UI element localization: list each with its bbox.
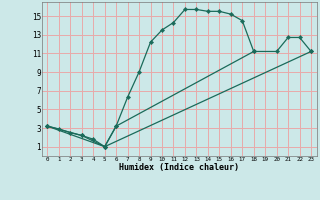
X-axis label: Humidex (Indice chaleur): Humidex (Indice chaleur) [119, 163, 239, 172]
